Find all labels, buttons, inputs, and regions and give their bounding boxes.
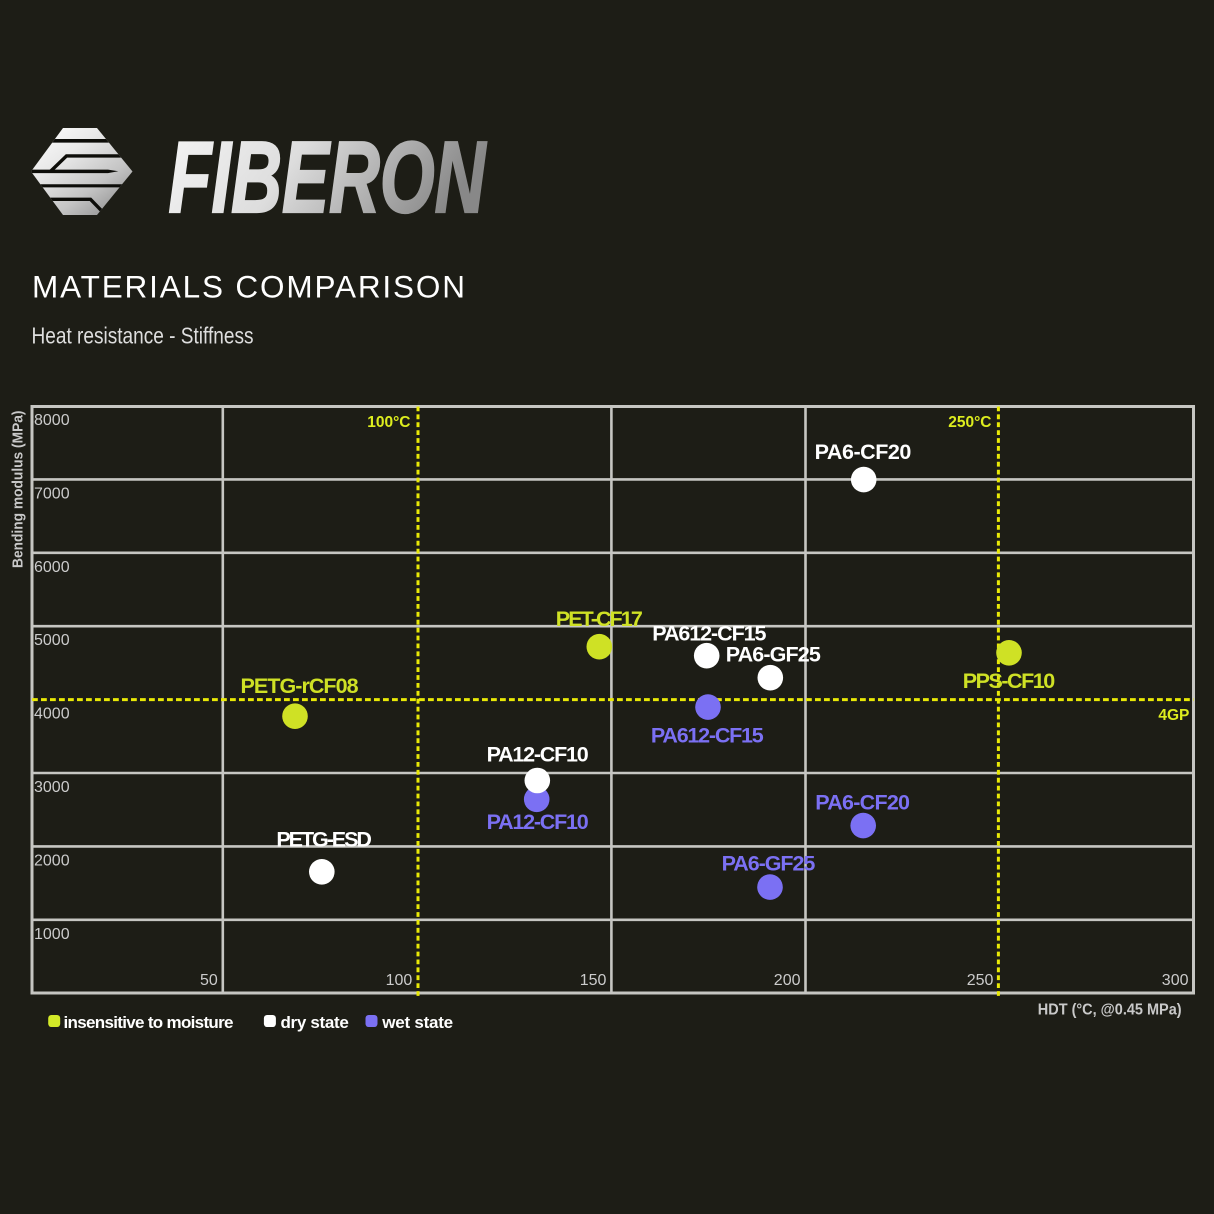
svg-text:PA6-GF25: PA6-GF25	[722, 852, 816, 876]
svg-text:PA6-GF25: PA6-GF25	[726, 642, 821, 666]
svg-text:PA12-CF10: PA12-CF10	[487, 742, 589, 766]
svg-text:PA612-CF15: PA612-CF15	[652, 622, 766, 646]
svg-text:7000: 7000	[34, 485, 70, 502]
svg-text:4000: 4000	[34, 706, 70, 723]
svg-text:PETG-ESD: PETG-ESD	[276, 827, 372, 851]
svg-text:5000: 5000	[34, 632, 70, 649]
svg-text:2000: 2000	[34, 852, 70, 869]
svg-text:MATERIALS COMPARISON: MATERIALS COMPARISON	[32, 269, 465, 305]
svg-text:100°C: 100°C	[367, 414, 410, 431]
svg-text:6000: 6000	[34, 559, 70, 576]
svg-text:PA612-CF15: PA612-CF15	[651, 723, 764, 747]
svg-text:PPS-CF10: PPS-CF10	[963, 669, 1055, 693]
svg-text:8000: 8000	[34, 412, 70, 429]
svg-text:100: 100	[386, 972, 413, 989]
svg-text:PA6-CF20: PA6-CF20	[815, 791, 910, 815]
svg-text:4GP: 4GP	[1158, 707, 1189, 724]
svg-text:FIBERON: FIBERON	[169, 122, 487, 234]
svg-text:Bending modulus (MPa): Bending modulus (MPa)	[11, 410, 27, 568]
svg-text:dry state: dry state	[281, 1013, 349, 1032]
svg-text:insensitive to moisture: insensitive to moisture	[64, 1013, 234, 1032]
svg-text:150: 150	[580, 972, 607, 989]
svg-text:Heat resistance - Stiffness: Heat resistance - Stiffness	[32, 323, 254, 349]
svg-text:1000: 1000	[34, 926, 70, 943]
svg-text:PET-CF17: PET-CF17	[556, 607, 643, 631]
svg-text:PA12-CF10: PA12-CF10	[487, 810, 589, 834]
svg-text:PA6-CF20: PA6-CF20	[815, 440, 912, 464]
svg-text:50: 50	[200, 972, 218, 989]
svg-text:300: 300	[1162, 972, 1189, 989]
svg-text:PETG-rCF08: PETG-rCF08	[241, 674, 359, 698]
svg-text:HDT (°C, @0.45 MPa): HDT (°C, @0.45 MPa)	[1038, 1001, 1182, 1018]
svg-text:200: 200	[774, 972, 801, 989]
svg-text:wet state: wet state	[381, 1013, 453, 1032]
svg-text:3000: 3000	[34, 779, 70, 796]
svg-text:250°C: 250°C	[948, 414, 991, 431]
svg-text:250: 250	[967, 972, 994, 989]
